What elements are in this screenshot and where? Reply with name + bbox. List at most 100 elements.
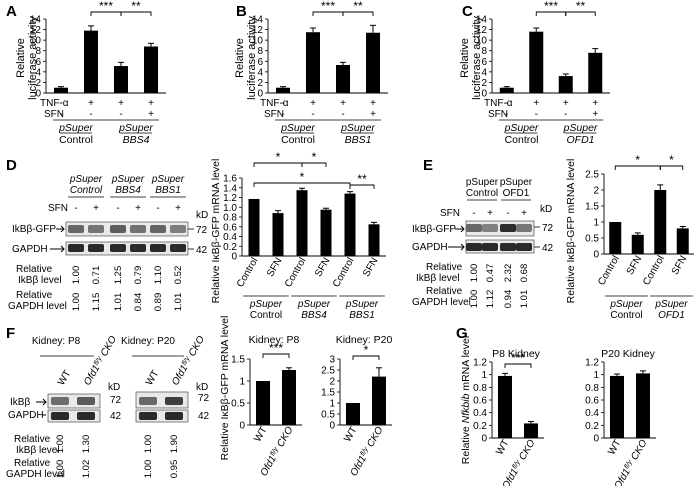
lane-label-part: fl/y (180, 355, 191, 367)
bar (114, 66, 128, 93)
tnf-label: TNF-α (484, 98, 513, 109)
significance-label: * (276, 150, 281, 164)
blot-group-label: pSuper (151, 174, 185, 185)
bar (296, 190, 308, 256)
panel-letter-b: B (236, 3, 247, 20)
panel-letter-a: A (6, 3, 17, 20)
tnf-sign: + (370, 98, 376, 109)
bar (610, 375, 624, 438)
y-tick-label: 0.6 (473, 396, 487, 407)
significance-label: *** (269, 341, 283, 355)
y-tick-label: 0.8 (585, 383, 599, 394)
band-label-gapdh: GAPDH (8, 410, 44, 421)
lane-sign: - (506, 208, 509, 219)
significance-label: *** (99, 0, 113, 13)
gapdh-level-value: 1.01 (519, 290, 530, 309)
x-tick-label-part: Ofd1 (349, 454, 369, 478)
sfn-sign: + (592, 109, 598, 120)
bar (282, 370, 296, 425)
group-label: Control (610, 310, 642, 321)
panel-e-blot: pSuper Control pSuper OFD1 SFN - + - + kD I… (412, 177, 554, 308)
gapdh-level-value: 1.02 (81, 460, 92, 479)
y-axis-label: Relative IκBβ-GFP mRNA level (210, 159, 222, 304)
bar (631, 234, 644, 254)
tnf-sign: - (281, 98, 284, 109)
group-label: Control (59, 134, 93, 146)
lane-sign: - (116, 203, 119, 214)
y-tick-label: 0.8 (473, 383, 487, 394)
bar (272, 213, 284, 256)
blot-group-label: Control (70, 185, 103, 196)
blot-group-label: pSuper (69, 174, 103, 185)
significance-label: ** (353, 0, 363, 13)
bands-ikbb (68, 225, 186, 233)
group-label: pSuper (609, 299, 643, 310)
panel-letter-e: E (423, 157, 433, 174)
arrow-icon (455, 225, 465, 233)
bar (276, 87, 290, 93)
y-tick-label: 10 (476, 36, 488, 47)
y-axis-label-line2: luciferase activity (246, 16, 258, 100)
significance-label: * (635, 153, 640, 167)
ikbb-level-value: 2.32 (503, 264, 514, 283)
significance-brackets: ***** (535, 0, 596, 16)
y-tick-label: 2 (257, 78, 263, 89)
y-tick-label: 0.4 (473, 408, 487, 419)
ikbb-level-value: 0.79 (133, 266, 144, 285)
ikbb-level-value: 1.90 (169, 435, 180, 454)
lane-sign: - (74, 203, 77, 214)
lane-sign: + (175, 203, 181, 214)
band (88, 225, 104, 233)
y-tick-label: 4 (35, 67, 41, 78)
y-tick-label: 1.2 (473, 358, 487, 369)
band (110, 244, 126, 252)
values-gapdh: 1.00 1.02 1.00 0.95 (55, 460, 180, 479)
y-tick-label: 0 (239, 421, 245, 432)
row-label: Relative (14, 458, 51, 469)
gapdh-level-value: 0.84 (133, 293, 144, 312)
x-tick-label: WT (606, 438, 623, 457)
band (68, 225, 84, 233)
values-ikbb: 1.00 1.30 1.00 1.90 (55, 435, 180, 454)
x-axis-labels: WT Ofd1fl/y CKO (252, 425, 295, 478)
y-tick-label: 12 (252, 25, 264, 36)
significance-brackets: *** (504, 351, 532, 368)
values-gapdh: 1.00 1.12 0.94 1.01 (469, 290, 530, 309)
gapdh-level-value: 0.95 (169, 460, 180, 479)
lane-sign: + (93, 203, 99, 214)
bar (344, 193, 356, 256)
panel-g-chart-p20: P20 Kidney 0 0.2 0.40.6 0.8 11.2 WT Ofd1fl/y … (585, 348, 656, 486)
group-label: pSuper (504, 122, 539, 134)
y-tick-label: 14 (476, 15, 488, 26)
lane-sign: - (156, 203, 159, 214)
group-label: pSuper (249, 299, 283, 310)
blot-strip-gapdh (65, 241, 189, 256)
x-tick-label-part: fl/y (359, 446, 370, 458)
band-label-ikbb: IkBβ (10, 397, 30, 408)
significance-brackets: *** (262, 341, 290, 358)
panel-g-chart-p8: P8 Kidney 0 0.2 0.40.6 0.8 11.2 *** WT Ofd1fl… (473, 348, 544, 486)
blot-group-label: OFD1 (503, 188, 530, 199)
y-tick-label: 8 (35, 46, 41, 57)
y-tick-label: 1.5 (231, 355, 245, 366)
y-tick-label: 1.5 (321, 388, 335, 399)
chart-title: Kidney: P20 (336, 334, 393, 346)
band (500, 243, 516, 251)
tnf-sign: + (592, 98, 598, 109)
row-label: GAPDH level (6, 469, 65, 480)
bands-gapdh (68, 244, 186, 252)
y-tick-label: 12 (476, 25, 488, 36)
y-tick-label: 2 (481, 78, 487, 89)
x-tick-label-part: fl/y (511, 459, 522, 471)
group-label: Control (250, 310, 282, 321)
tnf-label: TNF-α (40, 98, 69, 109)
bar (320, 209, 332, 256)
kd-label: kD (540, 204, 552, 215)
band-label-gapdh: GAPDH (412, 242, 448, 253)
bar (306, 32, 320, 93)
group-label: BBS1 (349, 310, 375, 321)
